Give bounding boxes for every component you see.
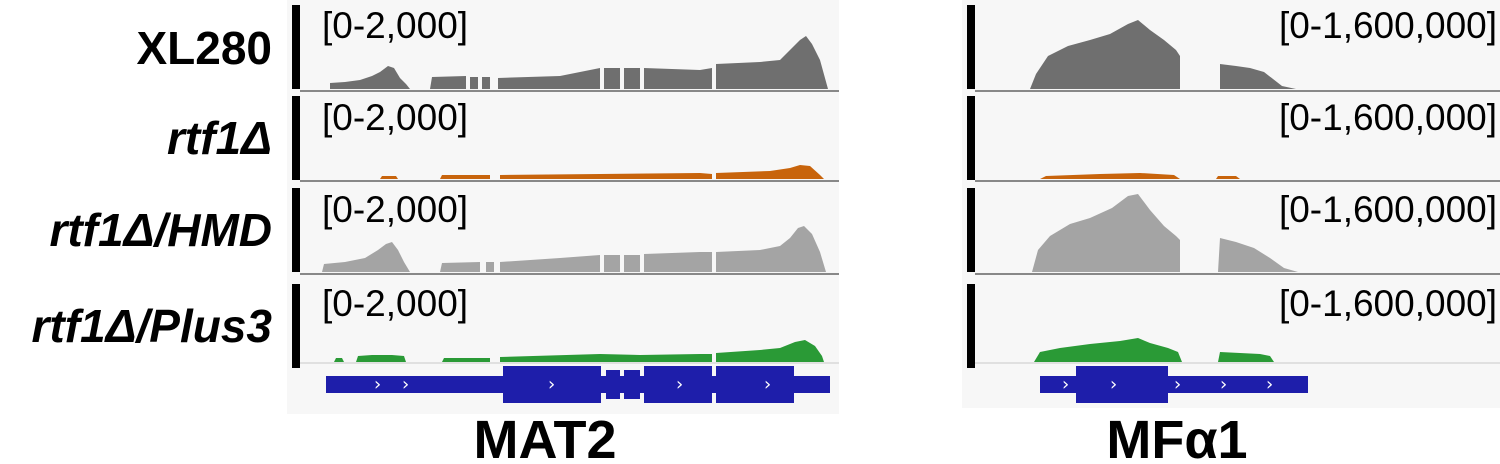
coverage-mfa1-xl280: [1030, 20, 1296, 89]
sample-label-rtf1: rtf1Δ: [167, 112, 272, 164]
range-bar-mat2-1: [292, 5, 300, 89]
range-label-mfa1-3: [0-1,600,000]: [1279, 189, 1497, 230]
chevron-right-icon: ›: [374, 374, 381, 395]
range-label-mfa1-2: [0-1,600,000]: [1279, 97, 1497, 138]
range-bar-mat2-3: [292, 188, 300, 272]
coverage-mat2-hmd: [322, 226, 826, 272]
range-bar-mfa1-1: [967, 5, 975, 89]
range-label-mfa1-4: [0-1,600,000]: [1279, 283, 1497, 324]
locus-name-mat2: MAT2: [474, 410, 617, 464]
chevron-right-icon: ›: [1174, 374, 1181, 395]
range-bar-mat2-2: [292, 96, 300, 180]
range-bar-mat2-4: [292, 284, 300, 368]
coverage-mfa1-hmd: [1032, 194, 1298, 272]
chevron-right-icon: ›: [676, 374, 683, 395]
chevron-right-icon: ›: [548, 374, 555, 395]
chevron-right-icon: ›: [1220, 374, 1227, 395]
locus-name-mfa1: MFα1: [1106, 410, 1247, 464]
range-label-mat2-3: [0-2,000]: [322, 189, 468, 230]
sample-label-xl280: XL280: [136, 22, 272, 74]
chevron-right-icon: ›: [1266, 374, 1273, 395]
coverage-mat2-rtf1: [380, 165, 824, 179]
range-label-mat2-4: [0-2,000]: [322, 283, 468, 324]
sample-label-rtf1-hmd: rtf1Δ/HMD: [49, 204, 272, 256]
coverage-mfa1-plus3: [1034, 338, 1274, 362]
range-bar-mfa1-2: [967, 96, 975, 180]
chevron-right-icon: ›: [402, 374, 409, 395]
range-bar-mfa1-3: [967, 188, 975, 272]
chevron-right-icon: ›: [764, 374, 771, 395]
gene-model-mfa1: [1040, 366, 1308, 403]
range-label-mat2-1: [0-2,000]: [322, 5, 468, 46]
gene-model-mat2: [326, 366, 830, 403]
coverage-mfa1-rtf1: [1040, 173, 1240, 179]
coverage-mat2-xl280: [330, 36, 828, 89]
range-bar-mfa1-4: [967, 284, 975, 368]
sample-label-rtf1-plus3: rtf1Δ/Plus3: [31, 300, 272, 352]
chevron-right-icon: ›: [1062, 374, 1069, 395]
coverage-mat2-plus3: [334, 340, 824, 362]
range-label-mfa1-1: [0-1,600,000]: [1279, 5, 1497, 46]
range-label-mat2-2: [0-2,000]: [322, 97, 468, 138]
chevron-right-icon: ›: [1110, 374, 1117, 395]
